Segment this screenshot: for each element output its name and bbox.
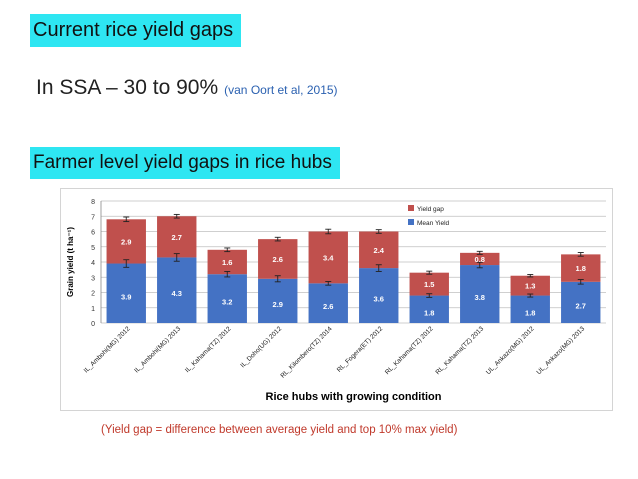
data-label-mean: 2.9 [273,300,283,309]
x-tick-label: IL_Kahama(TZ) 2012 [184,325,233,374]
y-tick-label: 5 [91,245,95,252]
legend-label: Yield gap [417,206,444,213]
bar-yield-gap [157,216,197,258]
legend-swatch [408,205,414,211]
bar-mean-yield [308,283,348,323]
section-heading: Farmer level yield gaps in rice hubs [30,147,340,179]
legend-label: Mean Yield [417,220,450,227]
bar-mean-yield [207,274,247,323]
data-label-mean: 2.7 [576,301,586,310]
data-label-gap: 1.8 [576,264,586,273]
bar-yield-gap [106,219,146,264]
data-label-gap: 1.3 [525,282,535,291]
data-label-mean: 3.9 [121,292,131,301]
slide-title: Current rice yield gaps [30,14,242,47]
data-label-gap: 2.7 [172,233,182,242]
x-tick-label: UL_Ankazo(MG) 2013 [535,325,586,376]
y-tick-label: 3 [91,275,95,282]
bar-mean-yield [510,295,550,323]
data-label-mean: 2.6 [323,302,333,311]
bar-yield-gap [409,272,449,296]
bar-yield-gap [510,275,550,296]
data-label-gap: 2.4 [374,246,385,255]
x-tick-label: IL_Ambohi(MG) 2013 [133,325,182,374]
x-tick-label: RL_Kahama(TZ) 2013 [434,325,485,376]
data-label-mean: 1.8 [424,308,434,317]
y-tick-label: 8 [91,199,95,206]
x-tick-label: IL_Ambohi(MG) 2012 [83,325,132,374]
x-tick-label: UL_Ankazo(MG) 2012 [485,325,536,376]
legend-swatch [408,219,414,225]
chart-frame: 0 1 2 3 4 5 6 7 8 3.9 2.9 IL_Ambohi(MG) 2012 4.3 2.7 I… [60,188,613,411]
y-tick-label: 6 [91,230,95,237]
bar-yield-gap [359,231,399,269]
summary-text: In SSA – 30 to 90% [36,76,219,99]
citation: (van Oort et al, 2015) [224,83,338,97]
y-tick-label: 4 [91,260,95,267]
x-tick-label: RL_Kahama(TZ) 2012 [384,325,435,376]
yield-gap-chart: 0 1 2 3 4 5 6 7 8 3.9 2.9 IL_Ambohi(MG) 2012 4.3 2.7 I… [66,199,606,403]
bar-mean-yield [561,281,601,323]
data-label-gap: 1.6 [222,258,232,267]
bar-mean-yield [157,257,197,323]
bar-yield-gap [561,254,601,282]
bar-yield-gap [460,252,500,266]
data-label-mean: 3.2 [222,298,232,307]
y-tick-label: 2 [91,291,95,298]
x-tick-label: RL_Kilombero(TZ) 2014 [279,325,334,380]
data-label-gap: 3.4 [323,253,334,262]
y-tick-label: 7 [91,214,95,221]
bar-mean-yield [460,265,500,323]
bar-mean-yield [258,278,298,323]
data-label-gap: 2.6 [273,255,283,264]
yield-gap-summary: In SSA – 30 to 90% (van Oort et al, 2015) [36,76,338,100]
data-label-mean: 3.8 [475,293,485,302]
bar-mean-yield [106,263,146,323]
y-tick-label: 0 [91,321,95,328]
x-tick-label: RL_Fogera(ET) 2012 [336,325,385,374]
footnote: (Yield gap = difference between average … [101,424,458,436]
bar-mean-yield [409,295,449,323]
data-label-gap: 0.8 [475,255,485,264]
data-label-mean: 1.8 [525,308,535,317]
x-axis-label: Rice hubs with growing condition [266,391,442,403]
bar-yield-gap [258,239,298,279]
bar-yield-gap [308,231,348,284]
x-tick-label: IL_Doho(UG) 2012 [239,325,283,369]
data-label-mean: 3.6 [374,295,384,304]
bar-mean-yield [359,268,399,323]
data-label-mean: 4.3 [172,289,182,298]
y-tick-label: 1 [91,306,95,313]
bar-yield-gap [207,249,247,275]
data-label-gap: 1.5 [424,280,434,289]
data-label-gap: 2.9 [121,237,131,246]
y-axis-label: Grain yield (t ha⁻¹) [66,227,75,297]
